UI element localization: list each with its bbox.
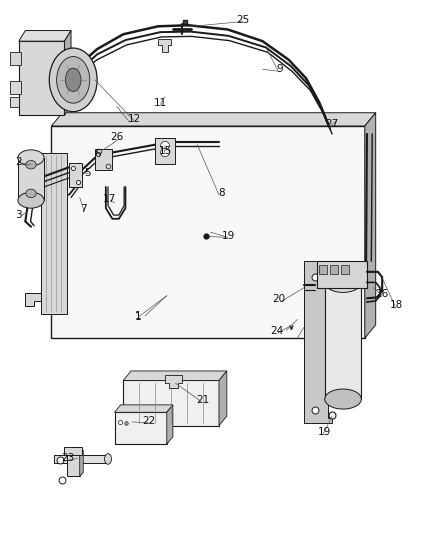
Polygon shape [19,30,71,41]
Ellipse shape [18,192,44,208]
Polygon shape [80,450,83,476]
Bar [341,265,349,274]
Text: 17: 17 [102,193,116,204]
Text: 19: 19 [318,427,331,437]
Bar [95,149,113,170]
Polygon shape [219,371,227,425]
Polygon shape [158,38,171,52]
Polygon shape [365,113,376,338]
Text: 6: 6 [95,149,101,158]
Text: 5: 5 [84,168,91,177]
Ellipse shape [105,454,112,464]
Ellipse shape [18,150,44,166]
Polygon shape [317,261,367,288]
Text: 26: 26 [375,289,389,299]
Bar [18,158,44,200]
Ellipse shape [26,189,36,198]
Text: 8: 8 [218,188,225,198]
Text: 26: 26 [110,132,124,142]
Text: 27: 27 [325,119,339,130]
Polygon shape [115,405,173,413]
Ellipse shape [325,272,361,293]
Polygon shape [19,41,64,115]
Text: 20: 20 [272,294,286,304]
Polygon shape [53,455,106,463]
Polygon shape [304,261,332,423]
Bar [330,265,338,274]
Polygon shape [51,113,376,126]
Bar [155,138,176,164]
Polygon shape [165,375,182,389]
Text: 9: 9 [277,64,283,74]
Polygon shape [67,453,80,476]
Ellipse shape [161,141,170,150]
Bar [41,152,67,314]
Text: 22: 22 [142,416,155,426]
Text: 7: 7 [80,204,87,214]
Bar [10,97,19,108]
Polygon shape [64,447,82,455]
Polygon shape [123,381,219,425]
Bar [325,282,361,399]
Text: 2: 2 [15,157,22,166]
Ellipse shape [65,68,81,92]
Ellipse shape [161,148,170,157]
Text: 3: 3 [15,209,22,220]
Polygon shape [51,126,365,338]
Polygon shape [25,158,41,171]
Text: 24: 24 [270,326,283,336]
Polygon shape [64,30,71,115]
Text: 21: 21 [196,395,209,405]
Polygon shape [115,413,167,444]
Polygon shape [167,405,173,444]
Polygon shape [123,371,227,381]
Polygon shape [25,293,41,306]
Text: 1: 1 [135,312,142,322]
Bar [10,52,21,65]
Text: 23: 23 [61,454,74,463]
Text: 19: 19 [222,231,235,241]
Bar [10,81,21,94]
Ellipse shape [325,389,361,409]
Text: 25: 25 [237,15,250,25]
Text: 15: 15 [159,146,173,156]
Bar [69,163,82,187]
Ellipse shape [57,56,90,103]
Ellipse shape [26,160,36,169]
Text: 18: 18 [390,300,403,310]
Bar [319,265,327,274]
Text: 11: 11 [154,98,167,108]
Text: 1: 1 [135,311,142,321]
Text: 12: 12 [127,114,141,124]
Ellipse shape [49,48,97,112]
